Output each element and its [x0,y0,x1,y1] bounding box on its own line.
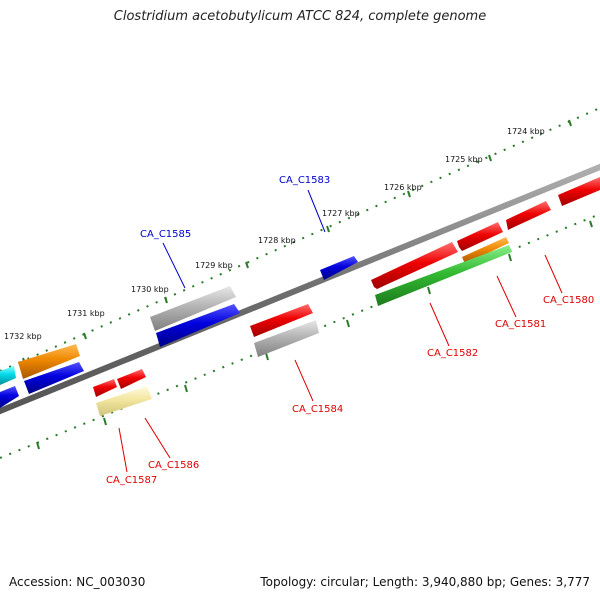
gene-ca-c1584-red[interactable] [250,304,313,337]
label-line-ca-c1583 [307,189,326,233]
tick-label-1732: 1732 kbp [4,332,42,341]
gene-ca-c1585-gray[interactable] [150,286,236,331]
label-line-ca-c1582 [429,302,450,347]
outer-major-ticks [22,119,572,365]
label-ca-c1580[interactable]: CA_C1580 [543,295,594,306]
gene-ca-c1582[interactable] [375,245,512,306]
label-ca-c1581[interactable]: CA_C1581 [495,319,546,330]
label-line-ca-c1587 [118,427,128,473]
gene-arrow-red-edge[interactable] [558,177,600,206]
genome-backbone [0,163,600,415]
tick-label-1731: 1731 kbp [67,309,105,318]
map-title: Clostridium acetobutylicum ATCC 824, com… [113,9,487,24]
tick-label-1728: 1728 kbp [258,236,296,245]
gene-ca-c1582-red[interactable] [371,242,458,289]
gene-ca-c1586-red[interactable] [93,379,117,397]
label-ca-c1583[interactable]: CA_C1583 [279,175,330,186]
inner-major-ticks [36,220,593,450]
label-line-ca-c1585 [162,242,186,289]
gene-blue-left[interactable] [24,362,84,394]
gene-blue-left-edge[interactable] [0,386,19,408]
gene-ca-c1585[interactable] [156,304,240,347]
tick-label-1724: 1724 kbp [507,127,545,136]
label-line-ca-c1586 [144,417,171,459]
tick-label-1727: 1727 kbp [322,209,360,218]
tick-label-1729: 1729 kbp [195,261,233,270]
gene-ca-c1581-orange[interactable] [462,237,509,264]
gene-ca-c1586[interactable] [96,386,152,416]
label-ca-c1586[interactable]: CA_C1586 [148,460,199,471]
genome-meta-text: Topology: circular; Length: 3,940,880 bp… [260,575,590,589]
tick-label-1725: 1725 kbp [445,155,483,164]
accession-text: Accession: NC_003030 [9,575,146,589]
gene-ca-c1581[interactable] [457,222,503,251]
gene-ca-c1584[interactable] [254,320,319,357]
gene-ca-c1583[interactable] [320,256,358,280]
gene-cyan-left-edge[interactable] [0,366,16,385]
label-line-ca-c1584 [294,359,314,402]
gene-ca-c1580[interactable] [506,201,551,230]
label-line-ca-c1581 [496,275,517,318]
label-ca-c1585[interactable]: CA_C1585 [140,229,191,240]
tick-label-1726: 1726 kbp [384,183,422,192]
label-ca-c1584[interactable]: CA_C1584 [292,404,343,415]
label-ca-c1582[interactable]: CA_C1582 [427,348,478,359]
tick-label-1730: 1730 kbp [131,285,169,294]
gene-orange-left[interactable] [18,344,80,379]
gene-red-small-1[interactable] [117,369,146,389]
label-ca-c1587[interactable]: CA_C1587 [106,475,157,486]
label-line-ca-c1580 [544,254,563,294]
